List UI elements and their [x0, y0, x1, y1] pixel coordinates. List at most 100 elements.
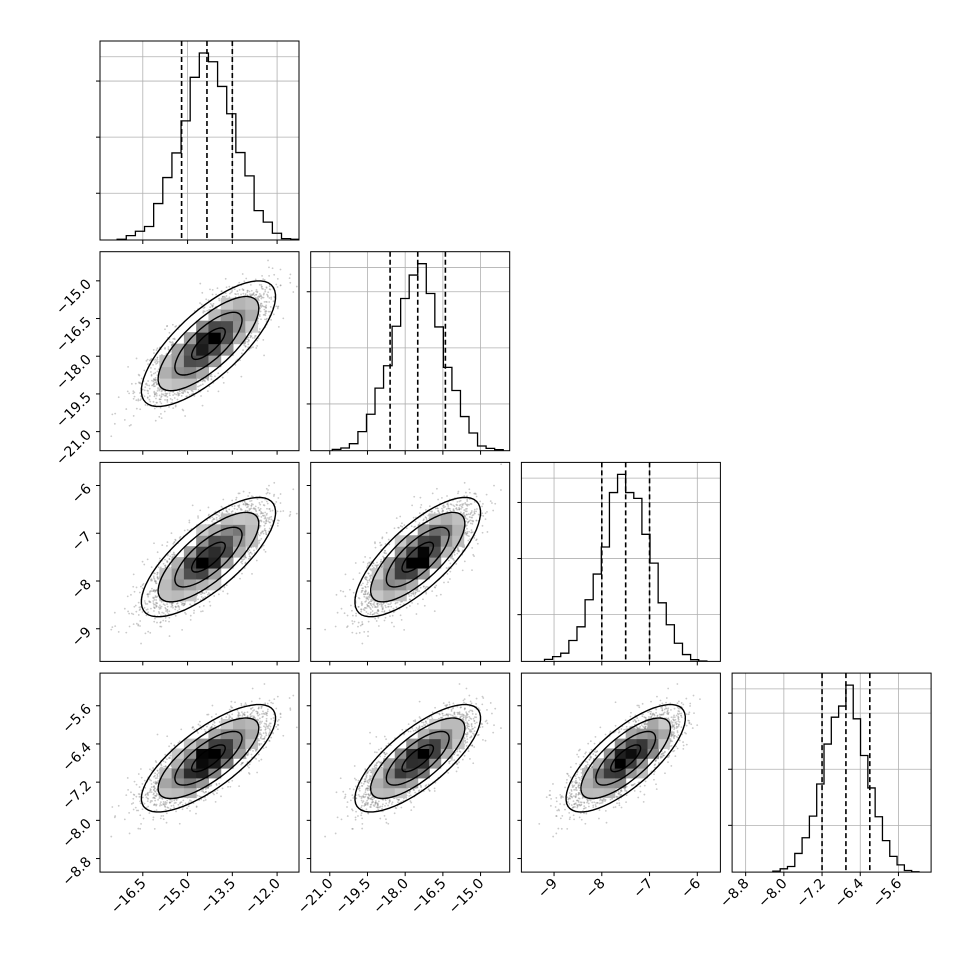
sample-point [211, 305, 214, 308]
sample-point [246, 510, 249, 512]
sample-point [339, 589, 342, 592]
sample-point [369, 574, 371, 577]
sample-point [223, 586, 226, 589]
sample-point [419, 586, 422, 589]
sample-point [236, 290, 239, 293]
sample-point [295, 512, 298, 515]
sample-point [238, 288, 241, 291]
sample-point [162, 612, 165, 615]
sample-point [265, 522, 267, 525]
sample-point [460, 507, 462, 510]
sample-point [200, 593, 202, 596]
sample-point [205, 298, 208, 301]
sample-point [275, 305, 278, 308]
sample-point [410, 525, 413, 528]
sample-point [257, 515, 260, 518]
sample-point [352, 614, 354, 617]
sample-point [411, 592, 414, 595]
sample-point [211, 305, 214, 308]
sample-point [256, 339, 259, 342]
sample-point [423, 518, 425, 521]
sample-point [384, 616, 387, 619]
sample-point [355, 612, 357, 615]
contour-line [191, 541, 226, 573]
sample-point [458, 508, 461, 510]
density-cell [196, 366, 209, 379]
sample-point [270, 298, 273, 300]
sample-point [268, 288, 271, 291]
density-cell [233, 524, 246, 536]
sample-point [244, 345, 247, 348]
sample-point [258, 283, 261, 286]
sample-point [361, 642, 364, 645]
sample-point [145, 609, 148, 611]
density-cell [245, 513, 259, 525]
sample-point [413, 595, 416, 598]
sample-point [156, 401, 158, 404]
sample-point [252, 292, 255, 294]
scatter-panel-2-1 [324, 463, 503, 645]
sample-point [207, 514, 210, 517]
sample-point [361, 621, 364, 623]
sample-point [372, 603, 375, 606]
sample-point [457, 550, 460, 553]
sample-point [239, 359, 241, 362]
sample-point [165, 393, 168, 395]
sample-point [267, 489, 269, 491]
sample-point [139, 408, 142, 411]
sample-point [254, 509, 257, 512]
sample-point [157, 368, 160, 371]
sample-point [202, 597, 205, 599]
sample-point [366, 583, 368, 586]
sample-point [156, 383, 159, 386]
sample-point [437, 507, 439, 510]
sample-point [133, 605, 136, 608]
sample-point [360, 610, 363, 613]
sample-point [466, 532, 469, 535]
sample-point [456, 508, 459, 511]
sample-point [250, 294, 253, 297]
density-cell [196, 355, 209, 368]
sample-point [363, 590, 366, 593]
sample-point [148, 591, 151, 593]
sample-point [247, 340, 250, 343]
sample-point [473, 510, 476, 513]
sample-point [380, 560, 382, 563]
sample-point [138, 606, 141, 609]
sample-point [146, 397, 149, 399]
sample-point [156, 358, 159, 361]
sample-point [157, 610, 160, 613]
sample-point [258, 315, 261, 318]
sample-point [161, 389, 164, 392]
sample-point [260, 295, 263, 298]
sample-point [288, 515, 291, 517]
sample-point [258, 295, 261, 298]
sample-point [250, 335, 253, 337]
sample-point [422, 585, 425, 588]
sample-point [158, 607, 161, 610]
sample-point [143, 369, 146, 372]
sample-point [245, 502, 248, 505]
sample-point [197, 598, 199, 601]
sample-point [184, 415, 187, 417]
sample-point [336, 611, 339, 614]
sample-point [139, 608, 142, 611]
sample-point [376, 602, 379, 605]
sample-point [148, 395, 151, 397]
sample-point [206, 309, 209, 312]
sample-point [265, 286, 268, 289]
sample-point [110, 435, 113, 438]
sample-point [148, 593, 151, 595]
sample-point [420, 504, 423, 506]
sample-point [342, 590, 345, 593]
sample-point [268, 516, 271, 519]
sample-point [132, 392, 135, 395]
sample-point [179, 600, 182, 603]
sample-point [156, 572, 159, 574]
sample-point [468, 503, 471, 506]
sample-point [152, 372, 155, 375]
sample-point [110, 628, 113, 631]
sample-point [174, 325, 177, 328]
density-cell [208, 332, 222, 345]
panel-frame [520, 461, 721, 662]
